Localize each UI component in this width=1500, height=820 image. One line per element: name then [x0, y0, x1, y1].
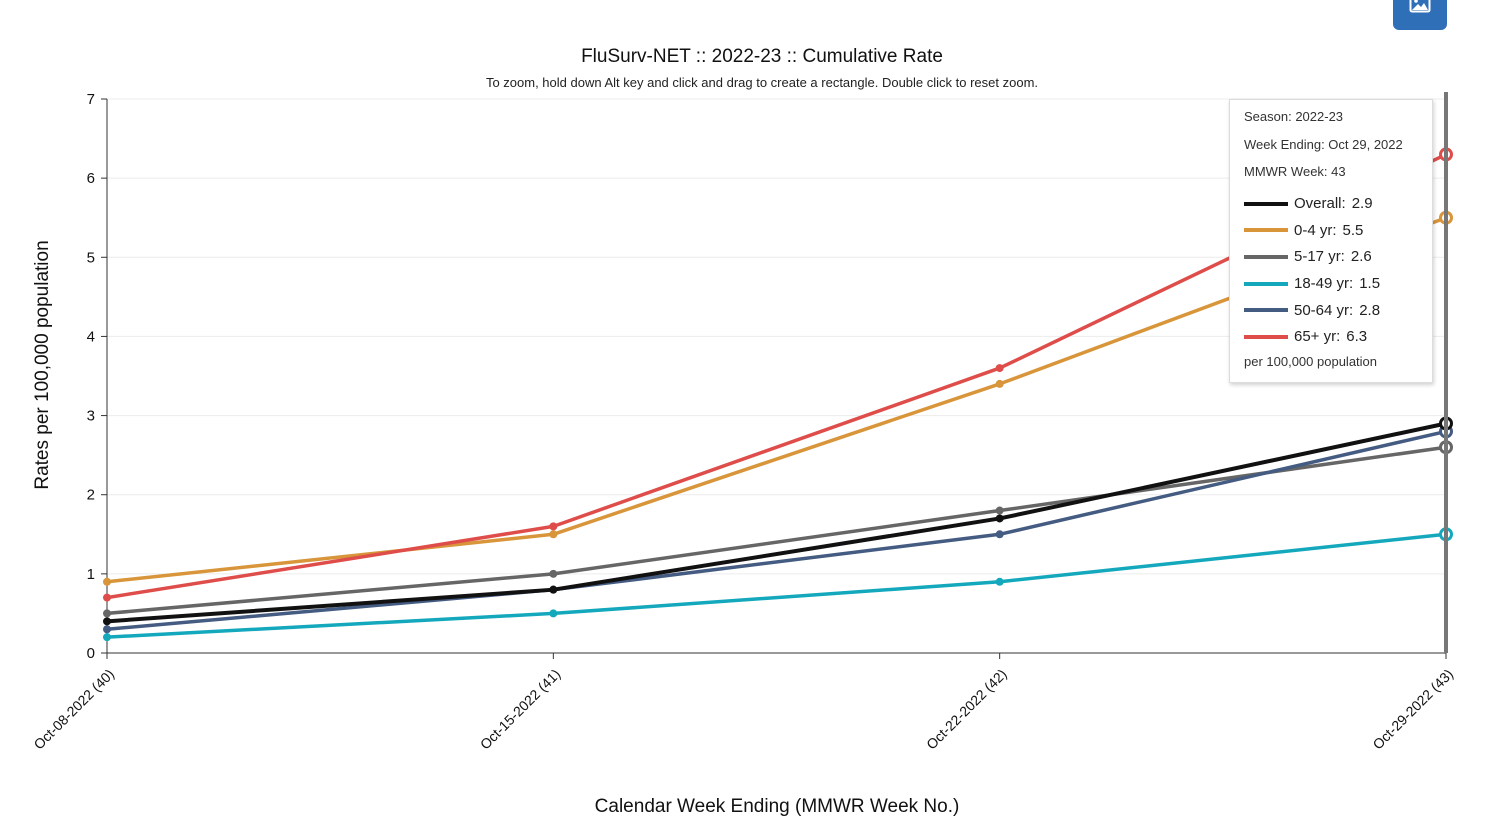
tooltip-swatch [1244, 308, 1288, 313]
tooltip-swatch [1244, 281, 1288, 286]
series-line-age_0_4[interactable] [106, 216, 1447, 584]
tooltip-mmwr-week: MMWR Week: 43 [1244, 164, 1346, 179]
tooltip-row-label: 18-49 yr: [1294, 275, 1354, 293]
export-image-button[interactable] [1393, 0, 1447, 30]
tooltip-swatch [1244, 254, 1288, 259]
chart-title: FluSurv-NET :: 2022-23 :: Cumulative Rat… [581, 46, 943, 67]
data-point-overall[interactable] [103, 617, 111, 626]
data-point-age_18_49[interactable] [995, 577, 1004, 586]
y-tick-label: 5 [87, 249, 95, 266]
y-tick-label: 3 [87, 408, 95, 425]
data-point-age_0_4[interactable] [549, 530, 558, 539]
tooltip-row-value: 2.8 [1359, 301, 1381, 319]
series-age_18_49 [103, 527, 1453, 642]
y-axis-label: Rates per 100,000 population [32, 240, 53, 489]
tooltip-row-age_50_64: 50-64 yr: 2.8 [1244, 297, 1418, 324]
tooltip-row-label: 50-64 yr: [1294, 301, 1354, 319]
y-tick-label: 7 [87, 91, 95, 108]
data-point-overall[interactable] [549, 585, 558, 594]
y-tick-label: 1 [87, 566, 95, 583]
tooltip-row-label: Overall: [1294, 195, 1346, 213]
chart-subtitle: To zoom, hold down Alt key and click and… [486, 75, 1038, 90]
series-age_5_17 [103, 440, 1453, 618]
tooltip-row-value: 1.5 [1359, 275, 1381, 293]
data-point-age_5_17[interactable] [103, 609, 111, 618]
series-line-age_65_plus[interactable] [106, 152, 1447, 600]
tooltip-row-age_18_49: 18-49 yr: 1.5 [1244, 270, 1418, 297]
tooltip-row-overall: Overall: 2.9 [1244, 191, 1418, 218]
tooltip-row-label: 5-17 yr: [1294, 248, 1345, 266]
data-point-age_0_4[interactable] [103, 577, 111, 586]
series-line-overall[interactable] [106, 421, 1447, 624]
x-axis-label: Calendar Week Ending (MMWR Week No.) [595, 796, 960, 817]
tooltip-row-age_65_plus: 65+ yr: 6.3 [1244, 323, 1418, 350]
tooltip-week-ending: Week Ending: Oct 29, 2022 [1244, 136, 1403, 152]
data-point-age_5_17[interactable] [995, 506, 1004, 515]
tooltip-row-value: 5.5 [1342, 221, 1364, 239]
grid-layer [107, 98, 1446, 575]
x-tick-label: Oct-22-2022 (42) [923, 666, 1010, 753]
tooltip-note: per 100,000 population [1244, 354, 1378, 370]
data-point-age_65_plus[interactable] [549, 522, 558, 531]
tooltip-season: Season: 2022-23 [1244, 109, 1344, 124]
data-point-age_5_17[interactable] [549, 569, 558, 578]
tooltip-row-value: 2.9 [1351, 195, 1373, 213]
tooltip-row-label: 65+ yr: [1294, 328, 1341, 346]
data-point-age_0_4[interactable] [995, 379, 1004, 388]
series-line-age_5_17[interactable] [106, 445, 1447, 616]
y-tick-label: 4 [87, 328, 95, 345]
tooltip-row-age_5_17: 5-17 yr: 2.6 [1244, 244, 1418, 271]
data-point-age_50_64[interactable] [103, 625, 111, 634]
tooltip-row-age_0_4: 0-4 yr: 5.5 [1244, 217, 1418, 244]
tooltip-swatch [1244, 334, 1288, 339]
x-tick-label: Oct-29-2022 (43) [1369, 666, 1456, 753]
tooltip-rows: Overall: 2.9 0-4 yr: 5.5 5-17 yr: 2.6 18-49 yr… [1244, 191, 1418, 351]
data-point-age_18_49[interactable] [549, 609, 558, 618]
tooltip-swatch [1244, 228, 1288, 233]
data-point-age_18_49[interactable] [103, 633, 111, 642]
data-point-age_50_64[interactable] [995, 530, 1004, 539]
tooltip-row-label: 0-4 yr: [1294, 221, 1337, 239]
y-tick-label: 6 [87, 170, 95, 187]
series-line-age_18_49[interactable] [106, 532, 1447, 639]
y-tick-label: 0 [87, 645, 95, 662]
y-tick-label: 2 [87, 487, 95, 504]
data-point-overall[interactable] [995, 514, 1004, 523]
data-point-age_65_plus[interactable] [995, 364, 1004, 373]
x-tick-label: Oct-08-2022 (40) [30, 666, 117, 753]
tooltip-swatch [1244, 201, 1288, 206]
image-icon [1409, 0, 1431, 18]
series-line-age_50_64[interactable] [106, 429, 1447, 632]
x-tick-label: Oct-15-2022 (41) [477, 666, 564, 753]
tooltip-row-value: 6.3 [1346, 328, 1368, 346]
tooltip-row-value: 2.6 [1350, 248, 1372, 266]
series-overall [103, 416, 1453, 626]
data-point-age_65_plus[interactable] [103, 593, 111, 602]
hover-tooltip: Season: 2022-23 Week Ending: Oct 29, 202… [1229, 99, 1433, 383]
